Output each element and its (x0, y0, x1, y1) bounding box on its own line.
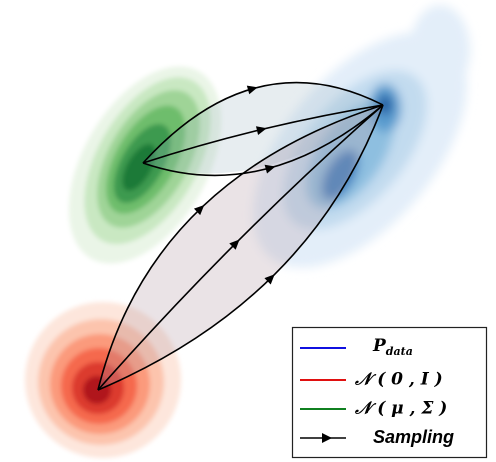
arrowheads (193, 85, 276, 285)
red-flow-region (98, 105, 383, 390)
arrowhead (264, 164, 276, 174)
sampling-curve (142, 81, 384, 164)
legend-label-subscript: data (386, 345, 413, 358)
legend: Pdata 𝒩 ( 0 , I ) 𝒩 ( μ , Σ ) Sampling (291, 326, 488, 459)
sampling-curve (97, 104, 384, 391)
arrowhead (264, 274, 275, 285)
legend-arrowhead (322, 433, 332, 443)
legend-label-main: P (372, 336, 387, 356)
arrowhead (193, 204, 205, 216)
sampling-curve (142, 104, 384, 177)
arrowhead (246, 85, 258, 95)
arrowhead (229, 239, 240, 250)
arrowhead (255, 126, 267, 135)
legend-label: Sampling (373, 427, 454, 447)
sampling-curve (97, 104, 384, 391)
legend-label: Pdata (372, 336, 413, 359)
blue-density (253, 5, 470, 268)
legend-label: 𝒩 ( μ , Σ ) (354, 399, 447, 419)
legend-label: 𝒩 ( 0 , I ) (354, 370, 443, 390)
